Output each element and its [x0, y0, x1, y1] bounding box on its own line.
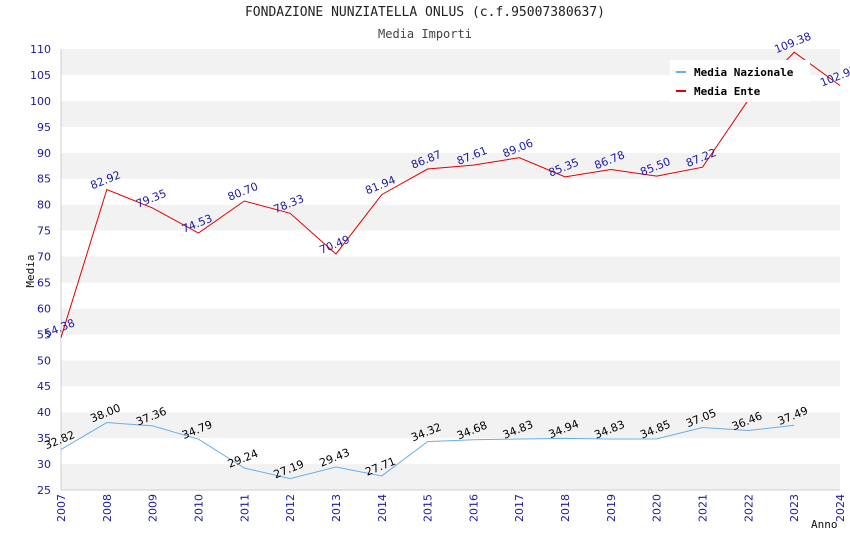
grid-band	[61, 386, 840, 413]
y-tick-label: 30	[37, 458, 51, 471]
x-tick-label: 2015	[422, 494, 435, 522]
y-tick-label: 75	[37, 225, 51, 238]
y-tick-label: 45	[37, 380, 51, 393]
grid-band	[61, 100, 840, 127]
x-tick-label: 2009	[147, 494, 160, 522]
x-tick-label: 2024	[834, 494, 847, 522]
y-tick-label: 110	[30, 43, 51, 56]
y-tick-label: 80	[37, 199, 51, 212]
grid-band	[61, 412, 840, 439]
x-tick-label: 2011	[238, 494, 251, 522]
y-tick-label: 90	[37, 147, 51, 160]
y-tick-label: 40	[37, 406, 51, 419]
y-tick-label: 60	[37, 302, 51, 315]
grid-band	[61, 178, 840, 205]
x-tick-label: 2013	[330, 494, 343, 522]
x-tick-label: 2018	[559, 494, 572, 522]
chart-title: FONDAZIONE NUNZIATELLA ONLUS (c.f.950073…	[244, 5, 606, 20]
grid-band	[61, 334, 840, 361]
y-tick-label: 35	[37, 432, 51, 445]
x-tick-label: 2019	[605, 494, 618, 522]
grid-band	[61, 152, 840, 179]
grid-band	[61, 256, 840, 283]
grid-band	[61, 438, 840, 465]
x-tick-label: 2020	[651, 494, 664, 522]
grid-band	[61, 204, 840, 231]
x-tick-label: 2008	[101, 494, 114, 522]
legend-box	[670, 60, 810, 102]
y-tick-label: 70	[37, 251, 51, 264]
y-tick-label: 25	[37, 484, 51, 497]
y-tick-label: 65	[37, 276, 51, 289]
y-tick-label: 100	[30, 95, 51, 108]
grid-band	[61, 230, 840, 257]
y-tick-label: 95	[37, 121, 51, 134]
y-tick-label: 85	[37, 173, 51, 186]
x-tick-label: 2012	[284, 494, 297, 522]
chart-subtitle: Media Importi	[378, 27, 472, 41]
series-line-media-nazionale	[60, 422, 795, 480]
x-tick-label: 2023	[788, 494, 801, 522]
legend-label: Media Ente	[694, 85, 761, 98]
y-tick-label: 50	[37, 354, 51, 367]
grid-band	[61, 126, 840, 153]
y-tick-label: 55	[37, 328, 51, 341]
legend-label: Media Nazionale	[694, 66, 794, 79]
x-tick-label: 2016	[467, 494, 480, 522]
series-line-media-ente	[60, 51, 841, 338]
x-tick-label: 2014	[376, 494, 389, 522]
x-tick-label: 2010	[192, 494, 205, 522]
x-axis-label: Anno	[811, 518, 838, 531]
grid-band	[61, 464, 840, 490]
legend: Media Nazionale Media Ente	[670, 60, 810, 102]
x-tick-label: 2017	[513, 494, 526, 522]
grid-band	[61, 282, 840, 309]
x-tick-label: 2021	[697, 494, 710, 522]
y-axis-label: Media	[24, 254, 37, 287]
y-tick-label: 105	[30, 69, 51, 82]
x-tick-label: 2007	[55, 494, 68, 522]
x-tick-label: 2022	[742, 494, 755, 522]
grid-band	[61, 308, 840, 335]
grid-band	[61, 360, 840, 387]
